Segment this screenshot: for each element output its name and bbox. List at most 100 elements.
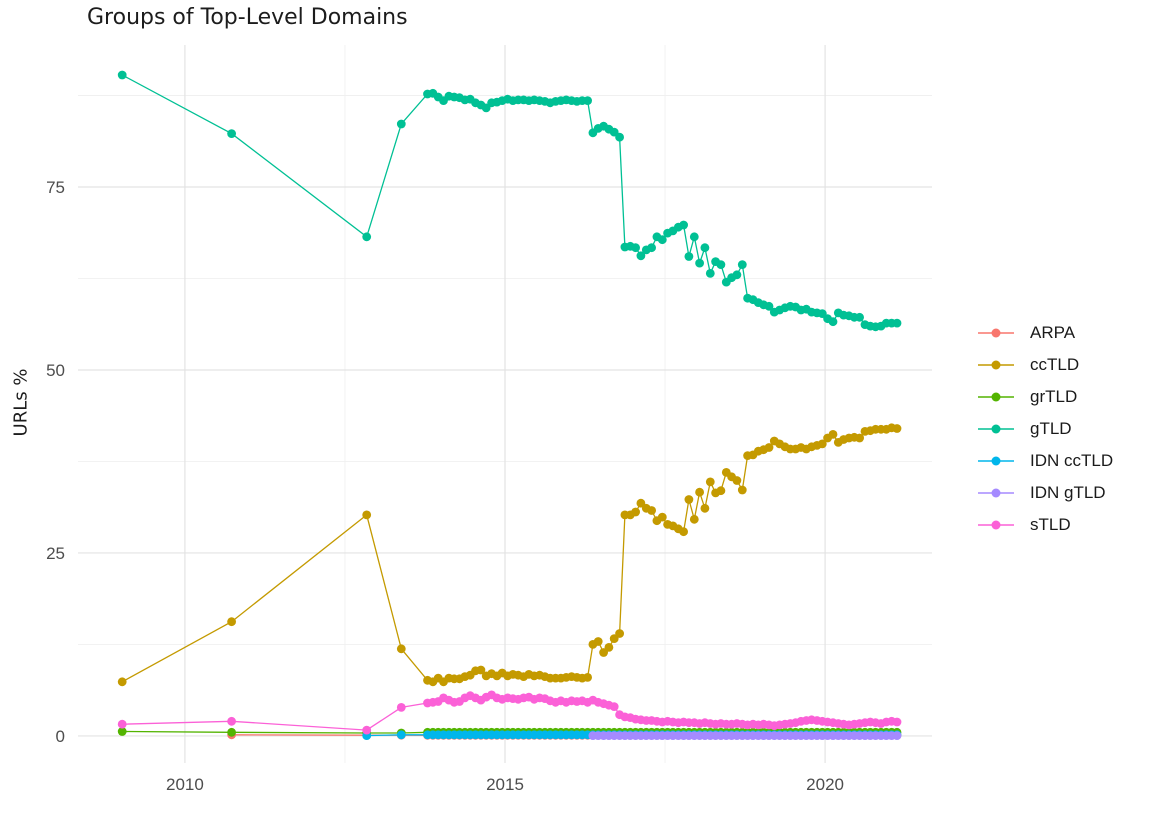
legend-label: sTLD (1030, 515, 1071, 534)
legend-key-point (991, 456, 1001, 466)
data-point (396, 730, 406, 740)
data-point (855, 433, 864, 443)
data-point (615, 629, 624, 638)
data-point (764, 443, 774, 452)
series-cctld (117, 423, 902, 687)
data-point (362, 232, 372, 242)
chart-title: Groups of Top-Level Domains (87, 5, 408, 30)
legend-label: IDN ccTLD (1030, 451, 1114, 470)
series-stld (117, 690, 902, 735)
data-point (593, 637, 603, 646)
data-point (828, 430, 838, 439)
data-point (117, 70, 127, 80)
y-tick-label: 75 (46, 178, 65, 197)
data-point (732, 476, 742, 485)
gridlines (78, 45, 932, 763)
series-line-gtld (121, 74, 897, 328)
legend-item-grtld: grTLD (976, 381, 1113, 413)
axis-tick-labels: 0 25 50 75 2010 2015 2020 (46, 178, 844, 794)
legend-key-point (991, 424, 1001, 434)
data-point (117, 719, 127, 729)
data-point (892, 318, 902, 328)
legend: ARPA ccTLD grTLD gTLD IDN ccTLD IDN gTLD sTLD (976, 317, 1113, 541)
data-point (689, 514, 699, 524)
data-point (396, 644, 406, 654)
legend-item-idn-gtld: IDN gTLD (976, 477, 1113, 509)
data-point (227, 617, 237, 627)
data-point (631, 243, 640, 253)
legend-label: grTLD (1030, 387, 1078, 406)
data-point (679, 527, 688, 537)
data-point (892, 731, 902, 740)
x-tick-label: 2010 (166, 775, 204, 794)
data-point (716, 486, 726, 496)
data-point (700, 503, 710, 513)
legend-key-point (991, 520, 1001, 530)
series-gtld (117, 70, 902, 332)
series-idn-gtld (588, 731, 902, 740)
legend-marker-arpa-icon (978, 328, 1014, 338)
data-point (647, 243, 656, 253)
data-point (583, 673, 592, 682)
x-tick-label: 2020 (806, 775, 844, 794)
data-point (362, 725, 372, 735)
data-point (396, 703, 406, 712)
data-point (684, 252, 694, 261)
legend-marker-stld-icon (978, 520, 1014, 530)
data-point (705, 477, 715, 487)
y-tick-label: 0 (56, 727, 65, 746)
data-point (583, 96, 592, 105)
data-point (657, 512, 667, 522)
data-point (695, 258, 704, 268)
data-point (737, 485, 747, 495)
data-point (700, 243, 710, 253)
data-point (737, 260, 747, 269)
legend-marker-idn-gtld-icon (978, 488, 1014, 498)
data-point (817, 439, 827, 449)
legend-label: gTLD (1030, 419, 1072, 438)
y-tick-label: 50 (46, 361, 65, 380)
data-point (609, 702, 619, 711)
data-point (716, 260, 726, 269)
data-point (695, 487, 704, 497)
data-point (476, 665, 486, 675)
legend-item-idn-cctld: IDN ccTLD (976, 445, 1113, 477)
legend-key-point (991, 328, 1001, 338)
data-point (647, 506, 656, 515)
data-point (117, 677, 127, 687)
data-point (689, 232, 699, 242)
legend-label: IDN gTLD (1030, 483, 1106, 502)
legend-item-arpa: ARPA (976, 317, 1113, 349)
legend-marker-grtld-icon (978, 392, 1014, 402)
legend-marker-gtld-icon (978, 424, 1014, 434)
data-point (631, 507, 640, 517)
legend-label: ccTLD (1030, 355, 1080, 374)
legend-item-cctld: ccTLD (976, 349, 1113, 381)
legend-item-stld: sTLD (976, 509, 1113, 541)
legend-label: ARPA (1030, 323, 1076, 342)
data-point (732, 270, 742, 280)
legend-key-point (991, 392, 1001, 402)
data-point (892, 717, 902, 727)
legend-marker-idn-cctld-icon (978, 456, 1014, 466)
data-point (657, 235, 667, 245)
data-point (117, 727, 127, 736)
data-point (684, 495, 694, 504)
legend-key-point (991, 488, 1001, 498)
data-point (828, 317, 838, 327)
data-point (679, 220, 688, 230)
data-point (227, 716, 237, 726)
data-point (636, 251, 646, 261)
legend-marker-cctld-icon (978, 360, 1014, 370)
data-point (604, 643, 614, 652)
data-point (227, 129, 237, 139)
x-tick-label: 2015 (486, 775, 524, 794)
data-point (892, 424, 902, 433)
data-point (362, 510, 372, 520)
series-line-cctld (121, 427, 898, 683)
data-point (855, 312, 864, 322)
data-point (615, 132, 624, 142)
legend-item-gtld: gTLD (976, 413, 1113, 445)
